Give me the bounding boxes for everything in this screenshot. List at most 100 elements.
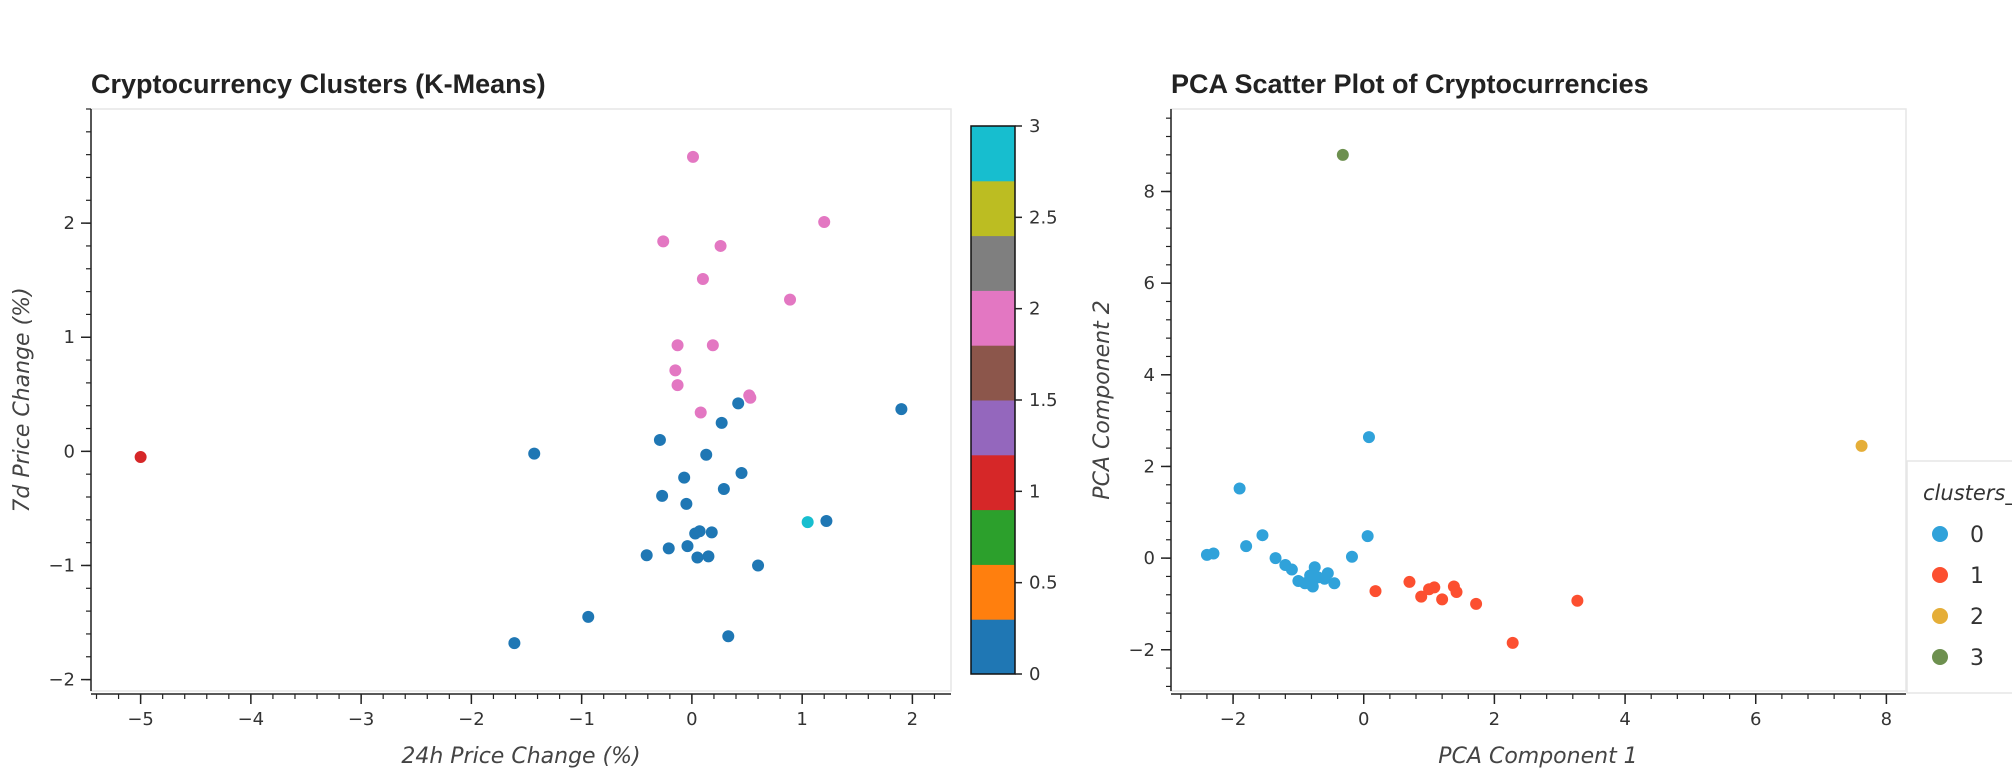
data-point[interactable] — [678, 471, 691, 484]
data-point[interactable] — [1256, 529, 1269, 542]
colorbar-segment — [971, 509, 1015, 565]
kmeans-chart: Cryptocurrency Clusters (K-Means) −5 −4 −3… — [10, 69, 1058, 769]
pca-x-axis-label: PCA Component 1 — [1438, 744, 1637, 769]
data-point[interactable] — [681, 540, 694, 553]
data-point[interactable] — [1415, 590, 1428, 603]
data-point[interactable] — [134, 451, 147, 464]
data-point[interactable] — [693, 525, 706, 538]
data-point[interactable] — [1450, 586, 1463, 599]
data-point[interactable] — [669, 364, 682, 377]
data-point[interactable] — [1361, 530, 1374, 543]
data-point[interactable] — [1321, 567, 1334, 580]
data-point[interactable] — [1362, 431, 1375, 444]
data-point[interactable] — [1200, 548, 1213, 561]
legend-label: 1 — [1970, 564, 1984, 589]
x-tick-label: −5 — [127, 709, 154, 730]
kmeans-plot-frame — [90, 108, 952, 692]
data-point[interactable] — [1571, 594, 1584, 607]
legend-item-cluster-3[interactable]: 3 — [1932, 646, 1984, 671]
data-point[interactable] — [895, 403, 908, 416]
data-point[interactable] — [694, 406, 707, 419]
data-point[interactable] — [671, 339, 684, 352]
data-point[interactable] — [705, 526, 718, 539]
colorbar-segment — [971, 126, 1015, 182]
colorbar-tick-label: 1.5 — [1029, 390, 1058, 411]
y-tick-label: 2 — [64, 213, 75, 234]
x-tick-label: 0 — [1358, 709, 1369, 730]
data-point[interactable] — [706, 339, 719, 352]
x-tick-label: −2 — [1220, 709, 1247, 730]
pca-legend-title: clusters_ — [1923, 481, 2012, 506]
data-point[interactable] — [1328, 577, 1341, 590]
data-point[interactable] — [722, 630, 735, 643]
data-point[interactable] — [715, 416, 728, 429]
pca-x-ticks: −2 0 2 4 6 8 — [1180, 694, 1892, 730]
data-point[interactable] — [717, 483, 730, 496]
data-point[interactable] — [696, 273, 709, 286]
data-point[interactable] — [1470, 597, 1483, 610]
legend-item-cluster-1[interactable]: 1 — [1932, 564, 1984, 589]
y-tick-label: 8 — [1144, 181, 1155, 202]
data-point[interactable] — [687, 150, 699, 163]
y-tick-label: 6 — [1144, 273, 1155, 294]
data-point[interactable] — [1240, 540, 1253, 553]
pca-legend[interactable]: clusters_ 0 1 2 3 — [1906, 460, 2012, 694]
data-point[interactable] — [1428, 581, 1441, 594]
data-point[interactable] — [1336, 148, 1349, 161]
data-point[interactable] — [508, 637, 521, 650]
colorbar-segment — [971, 454, 1015, 511]
data-point[interactable] — [784, 293, 797, 306]
data-point[interactable] — [691, 551, 704, 564]
pca-legend-box — [1906, 460, 2012, 694]
data-point[interactable] — [640, 549, 653, 562]
colorbar-tick-label: 3 — [1029, 116, 1040, 137]
pca-y-ticks: −2 0 2 4 6 8 — [1128, 117, 1171, 688]
data-point[interactable] — [528, 447, 541, 460]
data-point[interactable] — [657, 235, 670, 248]
data-point[interactable] — [752, 559, 765, 572]
data-point[interactable] — [662, 542, 675, 555]
data-point[interactable] — [818, 215, 831, 228]
data-point[interactable] — [1269, 552, 1282, 565]
colorbar-segment — [971, 290, 1015, 346]
data-point[interactable] — [1308, 561, 1321, 574]
data-point[interactable] — [732, 397, 745, 410]
data-point[interactable] — [820, 514, 833, 527]
data-point[interactable] — [1855, 439, 1868, 452]
pca-legend-items[interactable]: 0 1 2 3 — [1932, 523, 1984, 671]
legend-item-cluster-2[interactable]: 2 — [1932, 605, 1984, 630]
legend-label: 0 — [1970, 523, 1984, 548]
data-point[interactable] — [653, 433, 666, 446]
kmeans-points — [134, 150, 908, 650]
pca-points — [1200, 148, 1868, 649]
y-tick-label: 0 — [64, 441, 75, 462]
data-point[interactable] — [700, 448, 713, 461]
data-point[interactable] — [1436, 593, 1449, 606]
legend-marker — [1932, 649, 1948, 665]
legend-item-cluster-0[interactable]: 0 — [1932, 523, 1984, 548]
colorbar-tick-label: 2 — [1029, 299, 1040, 320]
pca-chart-title: PCA Scatter Plot of Cryptocurrencies — [1171, 69, 1649, 99]
data-point[interactable] — [735, 467, 748, 480]
data-point[interactable] — [801, 516, 814, 529]
data-point[interactable] — [656, 489, 669, 502]
data-point[interactable] — [1369, 585, 1382, 598]
x-tick-label: 6 — [1750, 709, 1761, 730]
data-point[interactable] — [714, 239, 727, 252]
data-point[interactable] — [1506, 636, 1519, 649]
data-point[interactable] — [1233, 482, 1246, 495]
data-point[interactable] — [1306, 580, 1319, 593]
x-tick-label: −1 — [568, 709, 595, 730]
data-point[interactable] — [702, 550, 715, 563]
data-point[interactable] — [582, 610, 595, 623]
data-point[interactable] — [1285, 563, 1298, 576]
data-point[interactable] — [744, 391, 757, 404]
y-tick-label: 4 — [1144, 365, 1155, 386]
y-tick-label: −1 — [48, 555, 75, 576]
data-point[interactable] — [671, 379, 684, 392]
data-point[interactable] — [1345, 550, 1358, 563]
data-point[interactable] — [1403, 575, 1416, 588]
data-point[interactable] — [680, 497, 693, 510]
legend-marker — [1932, 608, 1948, 624]
